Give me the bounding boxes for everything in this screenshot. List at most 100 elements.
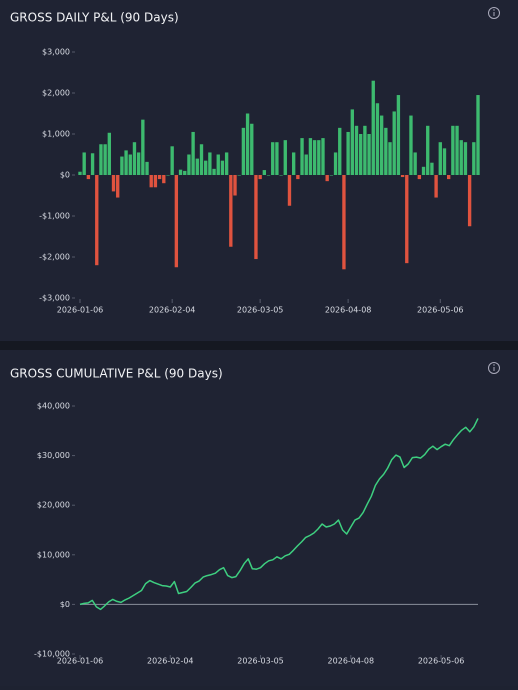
bar <box>250 123 254 175</box>
separator <box>0 341 518 350</box>
bar <box>438 142 442 175</box>
x-tick-label: 2026-04-08 <box>325 306 372 315</box>
y-tick-label: $20,000 <box>37 501 70 510</box>
bar <box>224 152 229 175</box>
bar <box>183 170 187 175</box>
x-tick-label: 2026-03-05 <box>237 306 284 315</box>
y-tick-label: $3,000 <box>42 48 70 57</box>
bar <box>275 142 279 175</box>
bar <box>153 175 158 188</box>
bar <box>95 175 99 266</box>
bar <box>384 127 388 175</box>
bar <box>199 144 204 175</box>
bar <box>451 125 455 175</box>
bar <box>388 142 392 175</box>
bar <box>124 150 128 175</box>
bar <box>363 125 367 175</box>
bar <box>132 142 137 175</box>
y-tick-label: -$3,000 <box>39 294 70 303</box>
bar <box>145 161 149 175</box>
bar <box>178 169 183 175</box>
bar <box>405 175 409 264</box>
x-tick-label: 2026-05-06 <box>418 657 465 666</box>
x-tick-label: 2026-05-06 <box>417 306 464 315</box>
bar <box>78 171 82 175</box>
bar <box>434 175 438 198</box>
bar <box>157 175 162 180</box>
bar <box>312 140 317 175</box>
bar <box>354 125 359 175</box>
bar <box>359 134 363 175</box>
bar <box>375 103 380 175</box>
bar <box>191 131 195 175</box>
bar <box>417 175 422 180</box>
bar <box>128 154 132 175</box>
bar <box>195 158 199 175</box>
bar <box>107 132 112 175</box>
bar <box>208 152 212 175</box>
info-icon[interactable] <box>488 7 500 19</box>
bar <box>379 115 384 175</box>
bar <box>459 140 463 175</box>
bar <box>400 175 405 178</box>
bar <box>426 125 430 175</box>
bar <box>120 156 124 175</box>
bar <box>346 131 350 175</box>
chart-title: GROSS CUMULATIVE P&L (90 Days) <box>10 367 223 381</box>
bar <box>86 175 91 180</box>
bar <box>321 138 325 175</box>
y-tick-label: $1,000 <box>42 130 70 139</box>
bar <box>220 160 225 175</box>
bar <box>254 175 258 260</box>
bar <box>350 109 354 175</box>
bar <box>463 142 468 175</box>
bar <box>82 152 86 175</box>
bar <box>371 80 375 175</box>
x-tick-label: 2026-02-04 <box>147 657 194 666</box>
bar <box>338 127 342 175</box>
bar <box>430 162 434 175</box>
x-tick-label: 2026-01-06 <box>57 657 104 666</box>
bar <box>116 175 120 198</box>
y-tick-label: $30,000 <box>37 451 70 460</box>
bar <box>162 175 166 184</box>
bar <box>413 152 417 175</box>
bar <box>329 175 334 176</box>
bar <box>317 140 321 175</box>
y-tick-label: -$1,000 <box>39 212 70 221</box>
bar <box>279 175 283 176</box>
bar <box>287 175 292 206</box>
bar <box>467 175 472 227</box>
x-tick-label: 2026-02-04 <box>149 306 196 315</box>
bar <box>149 175 153 188</box>
bar <box>141 119 145 175</box>
x-tick-label: 2026-01-06 <box>57 306 104 315</box>
bar <box>446 175 451 180</box>
bar <box>325 175 329 182</box>
bar <box>342 175 346 270</box>
bar <box>472 142 476 175</box>
bar <box>367 134 371 175</box>
bar <box>421 166 426 175</box>
y-tick-label: -$2,000 <box>39 253 70 262</box>
bar <box>258 175 262 180</box>
bar <box>283 140 287 175</box>
y-tick-label: -$10,000 <box>34 650 70 659</box>
bar <box>237 175 241 176</box>
bar <box>233 175 237 196</box>
bar <box>271 142 275 175</box>
bar <box>300 138 304 175</box>
x-tick-label: 2026-03-05 <box>237 657 284 666</box>
line <box>79 418 479 611</box>
info-icon[interactable] <box>488 362 500 374</box>
bar <box>216 154 220 175</box>
bar <box>170 146 174 175</box>
bar <box>111 175 116 192</box>
y-tick-label: $10,000 <box>37 550 70 559</box>
bar <box>229 175 233 247</box>
bar <box>90 153 95 175</box>
bar <box>99 144 103 175</box>
chart-title: GROSS DAILY P&L (90 Days) <box>10 11 179 25</box>
bar <box>455 125 459 175</box>
